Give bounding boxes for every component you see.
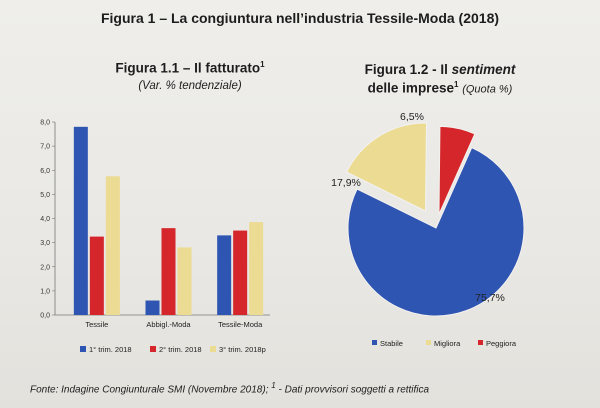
y-tick-label: 2,0 [40,264,50,271]
y-tick-label: 5,0 [40,192,50,199]
legend-swatch [150,346,156,352]
pie-value-label: 17,9% [331,177,361,189]
footer-text: - Dati provvisori soggetti a rettifica [278,384,430,396]
legend-swatch [80,346,86,352]
bar-chart: 0,0 1,0 2,0 3,0 4,0 5,0 6,0 7,0 8,0 Tessile Abbigl… [40,120,270,354]
y-tick-label: 6,0 [40,168,50,175]
bar [161,228,176,315]
category-label: Tessile [85,320,108,329]
pie-legend-swatch [372,340,377,345]
y-tick-label: 0,0 [40,313,50,320]
pie-value-label: 75,7% [475,292,505,304]
y-tick-label: 4,0 [40,216,50,223]
bar [105,176,120,315]
bar [145,300,160,315]
pie-title-text: Figura 1.2 - Il [364,62,448,77]
footnote-marker: 1 [260,60,265,69]
footer-note: Fonte: Indagine Congiunturale SMI (Novem… [30,381,590,395]
bar-chart-subtitle: (Var. % tendenziale) [138,80,242,92]
pie-title-italic: sentiment [451,62,516,77]
category-label: Abbigl.-Moda [146,320,191,329]
pie-value-label: 6,5% [400,111,424,123]
bar [233,230,248,315]
y-tick-label: 1,0 [40,288,50,295]
pie-footnote-marker: 1 [453,80,459,89]
pie-slice [438,125,476,215]
footer-source: Fonte: Indagine Congiunturale SMI (Novem… [30,384,269,396]
pie-legend-swatch [478,340,483,345]
category-label: Tessile-Moda [218,320,263,329]
bar [217,235,232,315]
bar [89,236,104,315]
bar-chart-title: Figura 1.1 – Il fatturato1 [60,60,320,76]
pie-title-note: (Quota %) [462,83,513,96]
bar [249,222,264,315]
pie-legend-label: Migliora [434,339,461,348]
bar-chart-title-text: Figura 1.1 – Il fatturato [115,60,261,76]
pie-legend-swatch [426,340,431,345]
y-tick-label: 3,0 [40,240,50,247]
pie-slice [345,122,427,212]
pie-chart-title-line1: Figura 1.2 - Il sentiment [330,62,550,77]
legend-swatch [210,346,216,352]
legend-label: 2° trim. 2018 [159,345,202,354]
figure-title: Figura 1 – La congiuntura nell’industria… [100,10,500,26]
y-tick-label: 8,0 [40,120,50,127]
bar [73,126,88,315]
legend-label: 1° trim. 2018 [89,345,132,354]
pie-chart-title-line2: delle imprese1 (Quota %) [330,80,550,96]
pie-legend-label: Stabile [380,339,403,348]
pie-slice [347,146,525,317]
pie-legend-label: Peggiora [486,339,517,348]
bar [177,247,192,315]
legend-label: 3° trim. 2018p [219,345,266,354]
pie-chart: 75,7% 17,9% 6,5% Stabile Migliora Peggiora [331,111,525,348]
pie-title-line2-text: delle imprese [367,80,454,96]
y-tick-label: 7,0 [40,144,50,151]
footer-marker: 1 [271,381,276,390]
